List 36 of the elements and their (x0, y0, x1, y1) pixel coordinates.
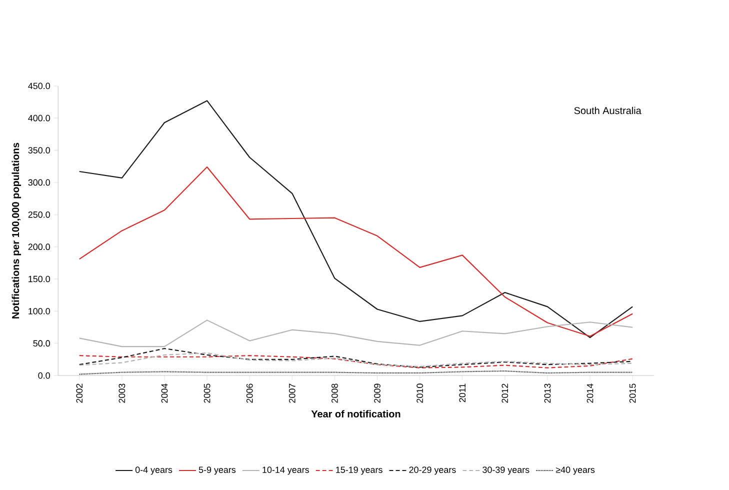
x-tick-label: 2003 (118, 384, 126, 403)
x-tick-label: 2014 (586, 383, 594, 403)
x-tick-label: 2013 (544, 384, 551, 403)
x-tick-label: 2012 (502, 384, 508, 403)
legend-label: 5-9 years (198, 466, 236, 475)
annotation: South Australia (574, 106, 642, 114)
legend-label: 30-39 years (482, 466, 530, 475)
y-axis-title: Notifications per 100,000 populations (12, 142, 22, 318)
y-tick-label: 450.0 (28, 82, 50, 89)
x-tick-label: 2006 (246, 384, 253, 403)
x-tick-label: 2005 (204, 384, 210, 403)
y-tick-label: 400.0 (28, 114, 50, 122)
x-tick-label: 2007 (288, 384, 296, 403)
x-tick-label: 2004 (161, 383, 168, 403)
y-tick-label: 350.0 (28, 146, 50, 154)
legend-label: ≥40 years (556, 466, 595, 475)
y-tick-label: 100.0 (28, 308, 50, 314)
x-tick-label: 2010 (416, 384, 423, 403)
line-series (78, 166, 634, 337)
x-tick-label: 2015 (629, 384, 636, 403)
x-tick-label: 2008 (332, 384, 338, 403)
line-series (78, 319, 634, 347)
x-tick-label: 2009 (374, 384, 380, 403)
x-axis-title: Year of notification (311, 410, 400, 418)
y-tick-label: 50.0 (33, 340, 50, 346)
x-tick-label: 2002 (76, 384, 83, 403)
y-tick-label: 150.0 (28, 276, 50, 282)
legend-label: 15-19 years (336, 466, 382, 475)
y-tick-label: 250.0 (28, 211, 50, 218)
y-tick-label: 0.0 (38, 372, 50, 379)
legend-label: 0-4 years (135, 466, 172, 475)
y-tick-label: 300.0 (28, 179, 50, 186)
legend-label: 10-14 years (262, 466, 309, 475)
x-tick-label: 2011 (459, 384, 466, 402)
legend-label: 20-29 years (409, 466, 456, 475)
y-tick-label: 200.0 (28, 243, 50, 250)
